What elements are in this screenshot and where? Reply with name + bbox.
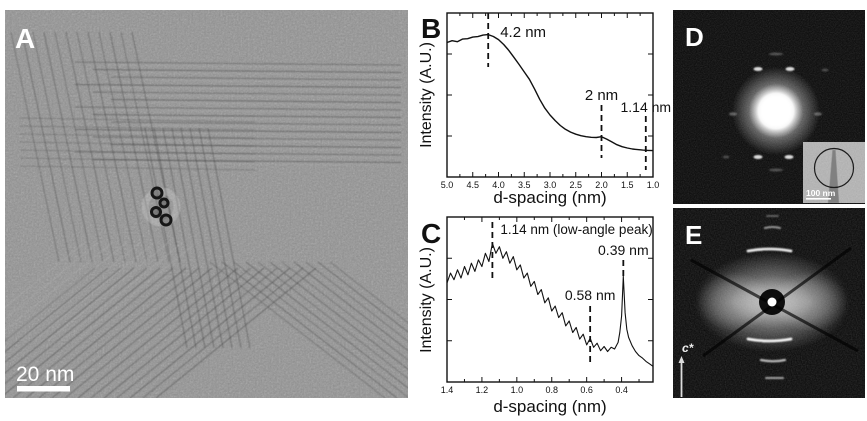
chart-c-xlabel: d-spacing (nm) [493,397,606,416]
plot-frame-b [446,12,654,178]
chart-b-xlabel: d-spacing (nm) [493,188,606,207]
svg-text:1.14 nm: 1.14 nm [620,99,671,115]
panel-d-inset-tem: 100 nm [803,142,865,203]
panel-e-diffraction: E c* [673,208,865,398]
svg-text:0.39 nm: 0.39 nm [598,242,649,258]
panel-d-diffraction: 100 nm D [673,10,865,204]
chart-b-annotation-labels: 4.2 nm 2 nm1.14 nm [500,24,671,115]
svg-text:5.0: 5.0 [441,180,454,190]
central-beam [732,67,820,155]
scale-bar-a-bar [17,386,70,392]
panel-b-chart: B 5.0 4.5 4.0 3.5 3.0 2.5 2.0 1.5 1.0 4.2 nm 2 nm… [418,12,671,207]
svg-text:0.4: 0.4 [615,385,628,395]
arrow-head [678,356,685,363]
chart-b-ylabel: Intensity (A.U.) [418,42,435,148]
scale-bar-a-text: 20 nm [16,363,74,386]
svg-text:4.5: 4.5 [466,180,479,190]
svg-text:1.5: 1.5 [621,180,634,190]
panel-label-c: C [421,218,441,249]
chart-c-curve [446,242,654,367]
svg-text:0.8: 0.8 [545,385,558,395]
svg-text:1.14 nm (low-angle peak): 1.14 nm (low-angle peak) [500,222,652,237]
chart-b-curve [446,33,654,152]
inset-scale-bar [806,198,831,200]
svg-text:0.58 nm: 0.58 nm [565,287,616,303]
dark-particle-cluster [141,186,181,227]
layer-line-arcs [746,215,793,379]
panel-a-tem-image: A 20 nm [5,10,408,398]
chart-c-ticks: 1.4 1.2 1.0 0.8 0.6 0.4 [441,217,653,395]
fiber-bundles [5,31,408,398]
svg-text:0.6: 0.6 [580,385,593,395]
svg-text:1.0: 1.0 [511,385,524,395]
panel-label-d: D [685,22,704,52]
beam-stop [759,289,785,315]
chart-c-ylabel: Intensity (A.U.) [418,247,435,353]
svg-text:4.0: 4.0 [492,180,505,190]
chart-c-annotation-labels: 1.14 nm (low-angle peak) 0.58 nm 0.39 nm [500,222,652,303]
c-star-axis-arrow: c* [678,341,695,397]
inset-circle-marker [813,147,855,189]
scale-bar-a: 20 nm [16,363,74,392]
c-star-label: c* [682,341,695,355]
svg-text:1.4: 1.4 [441,385,454,395]
diffraction-spots [722,52,829,172]
svg-text:1.0: 1.0 [647,180,660,190]
panel-label-e: E [685,220,702,250]
needle-crystal [827,149,840,203]
svg-text:2.0: 2.0 [595,180,608,190]
svg-text:3.0: 3.0 [544,180,557,190]
svg-text:3.5: 3.5 [518,180,531,190]
chart-c-axes: 1.4 1.2 1.0 0.8 0.6 0.4 [441,216,654,395]
svg-text:1.2: 1.2 [476,385,489,395]
chart-b-annotation-dashes [487,13,647,170]
chart-c-annotation-dashes [491,222,625,365]
tem-noise-fine [5,10,408,398]
panel-label-b: B [421,13,441,44]
chart-b-axes: 5.0 4.5 4.0 3.5 3.0 2.5 2.0 1.5 1.0 [441,12,660,190]
panel-label-a: A [15,23,35,54]
svg-text:4.2 nm: 4.2 nm [500,24,546,41]
chart-b-ticks: 5.0 4.5 4.0 3.5 3.0 2.5 2.0 1.5 1.0 [441,13,660,190]
svg-text:2 nm: 2 nm [585,87,618,104]
panel-c-chart: C 1.4 1.2 1.0 0.8 0.6 0.4 1.14 nm (low-angle … [418,216,654,416]
inset-scale-bar-text: 100 nm [806,188,836,198]
svg-text:2.5: 2.5 [569,180,582,190]
